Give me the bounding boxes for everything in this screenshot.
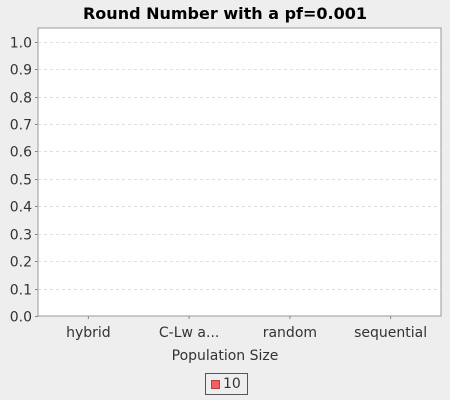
y-tick-label: 0.5 — [10, 173, 32, 189]
y-tick-label: 0.9 — [10, 63, 32, 79]
x-tick-label: sequential — [354, 325, 427, 341]
y-tick-label: 0.3 — [10, 228, 32, 244]
x-tick-label: random — [263, 325, 317, 341]
y-tick-label: 1.0 — [10, 36, 32, 52]
y-tick-label: 0.6 — [10, 145, 32, 161]
y-tick-label: 0.7 — [10, 118, 32, 134]
x-tick-label: C-Lw a... — [159, 325, 219, 341]
x-tick-label: hybrid — [66, 325, 111, 341]
y-tick-label: 0.2 — [10, 255, 32, 271]
y-tick-label: 0.1 — [10, 283, 32, 299]
x-axis-label: Population Size — [171, 348, 279, 364]
y-tick-label: 0.4 — [10, 200, 32, 216]
chart-title: Round Number with a pf=0.001 — [82, 4, 367, 23]
y-tick-label: 0.8 — [10, 91, 32, 107]
legend-swatch-10 — [211, 379, 220, 389]
legend: 10 — [205, 373, 248, 395]
plot-area — [37, 27, 442, 317]
legend-label-10: 10 — [223, 376, 241, 392]
y-tick-label: 0.0 — [10, 310, 32, 326]
